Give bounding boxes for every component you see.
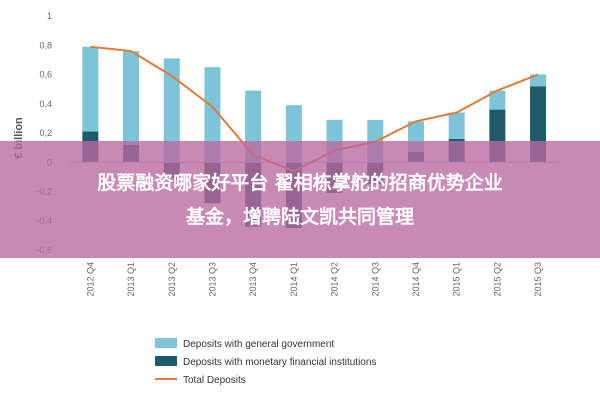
x-tick-label: 2013 Q2 [167,262,177,297]
x-tick-label: 2015 Q2 [492,262,502,297]
headline-line-2: 基金，增聘陆文凯共同管理 [185,205,414,228]
bar-government-deposits [489,90,506,110]
x-tick-label: 2015 Q1 [452,262,462,297]
x-tick-label: 2013 Q3 [207,262,217,297]
legend-label: Deposits with monetary financial institu… [183,357,376,368]
x-tick-label: 2013 Q4 [248,262,258,297]
y-tick-label: 1 [47,11,52,21]
bar-government-deposits [163,58,180,163]
legend-swatch [155,356,177,366]
x-tick-label: 2012 Q4 [85,262,95,297]
legend-swatch [155,338,177,348]
bar-government-deposits [448,112,465,139]
x-tick-label: 2014 Q3 [370,262,380,297]
bar-government-deposits [530,74,547,87]
x-tick-label: 2013 Q1 [126,262,136,297]
y-tick-label: 0,2 [39,128,52,138]
y-tick-label: 0,8 [39,40,52,50]
x-tick-label: 2014 Q1 [289,262,299,297]
y-tick-label: 0,6 [39,70,52,80]
legend-label: Total Deposits [183,375,246,386]
bar-government-deposits [82,46,99,132]
x-tick-label: 2014 Q4 [411,262,421,297]
x-tick-label: 2015 Q3 [533,262,543,297]
chart-legend: Deposits with general government Deposits… [155,338,376,386]
article-headline-banner: 股票融资哪家好平台 翟相栋掌舵的招商优势企业 基金，增聘陆文凯共同管理 [0,141,600,258]
y-tick-label: 0,4 [39,99,52,109]
bar-government-deposits [123,51,140,145]
bar-government-deposits [204,67,221,163]
x-tick-label: 2014 Q2 [330,262,340,297]
legend-label: Deposits with general government [183,339,334,350]
headline-line-1: 股票融资哪家好平台 翟相栋掌舵的招商优势企业 [97,171,503,194]
